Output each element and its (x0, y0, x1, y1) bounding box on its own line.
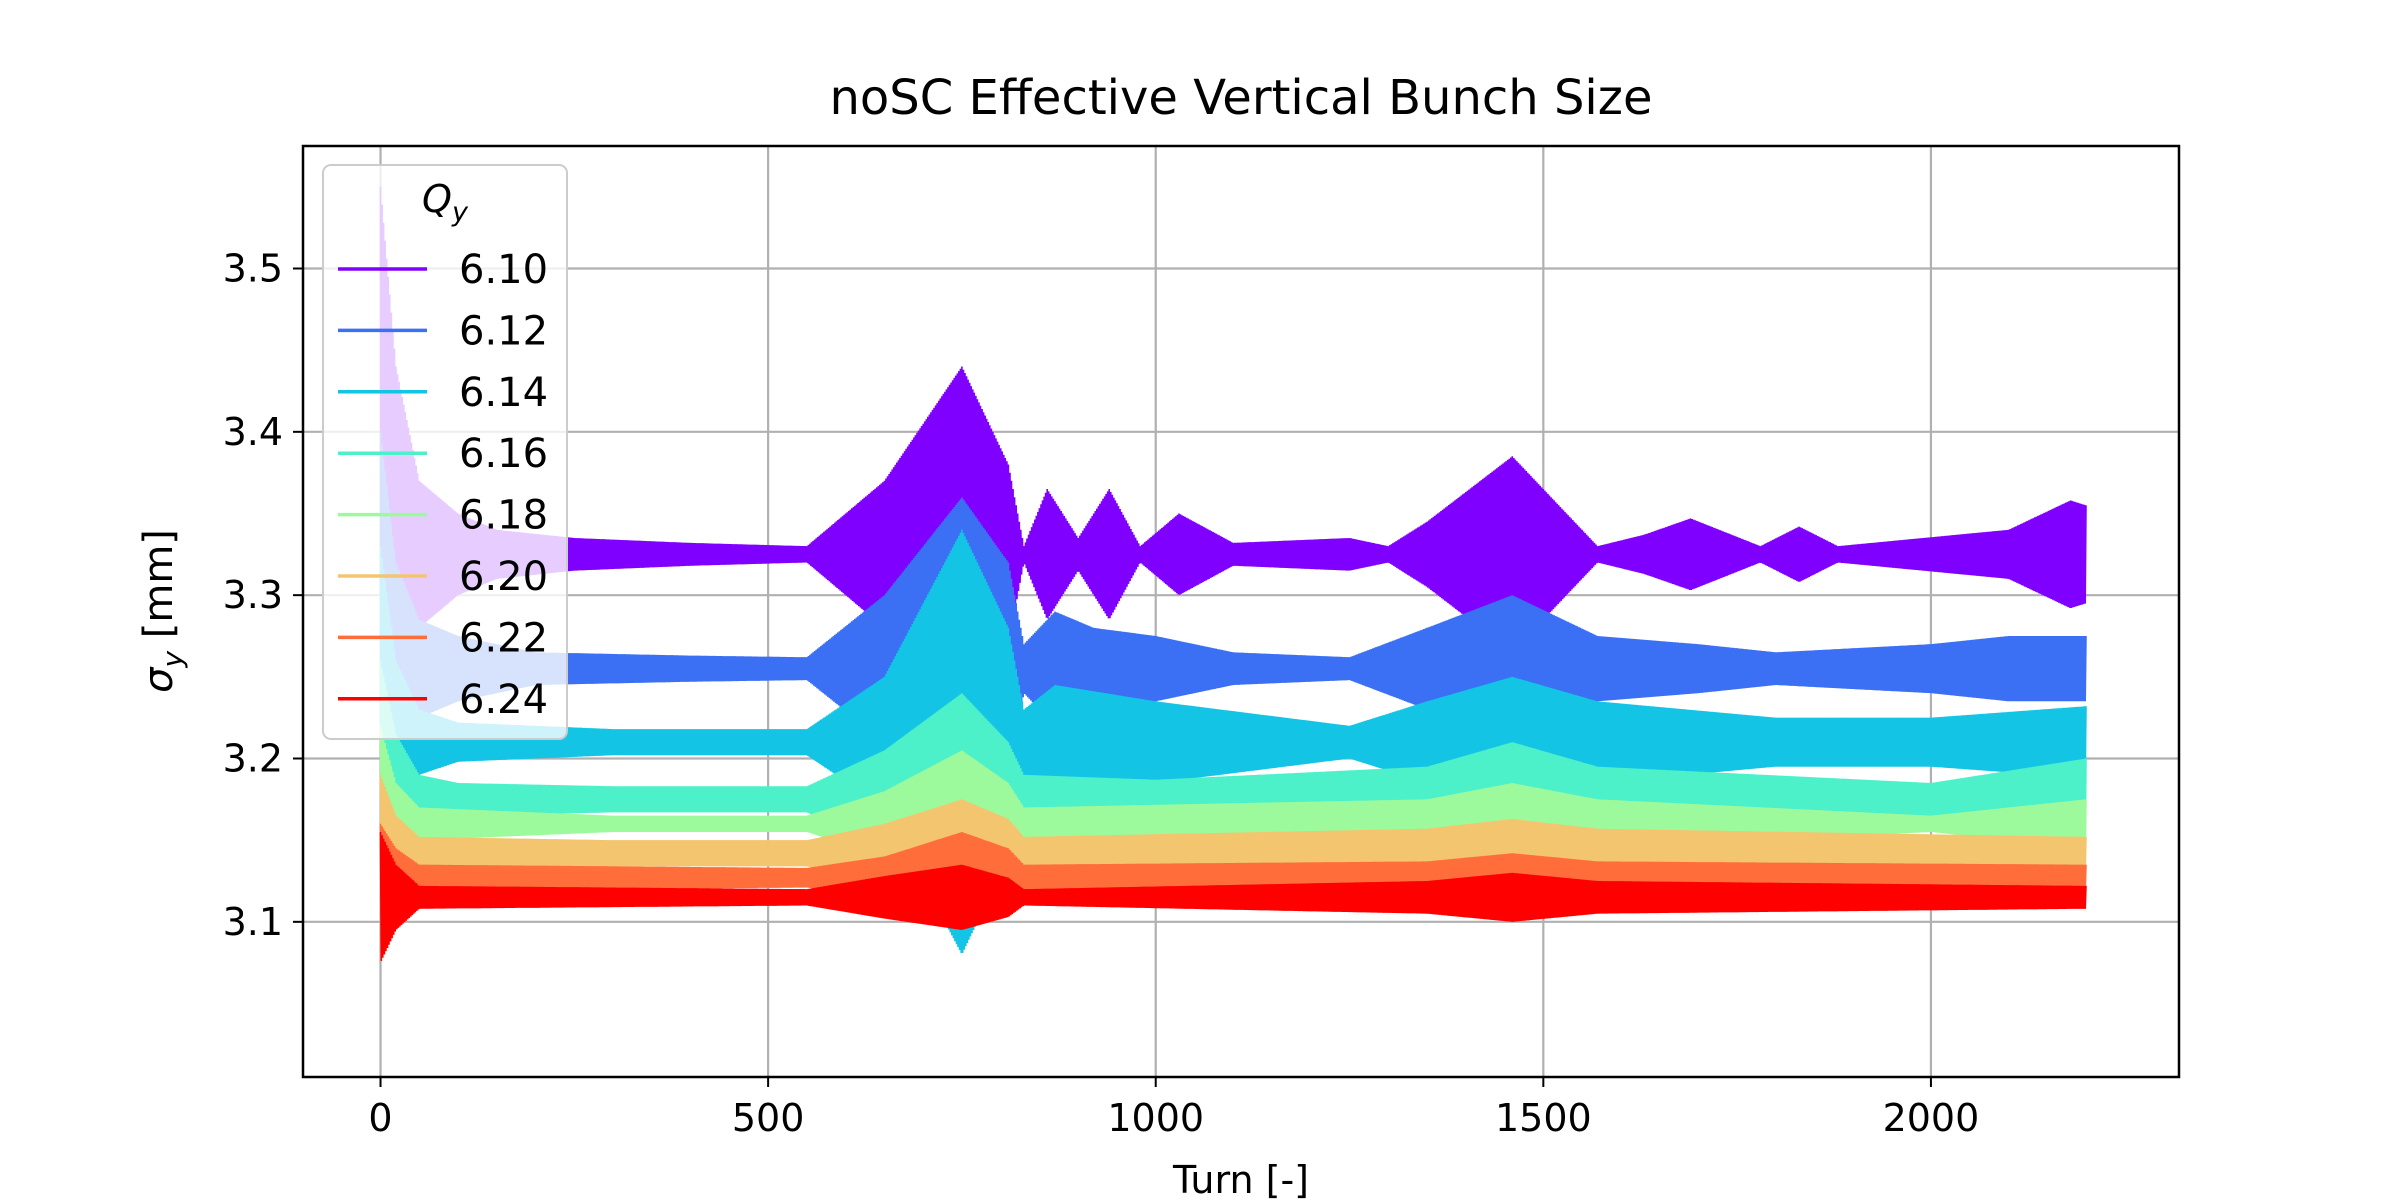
chart-title: noSC Effective Vertical Bunch Size (829, 70, 1652, 126)
y-axis-label: σy [mm] (136, 529, 189, 693)
legend-items: 6.10 6.12 6.14 6.16 6.18 6.20 6.22 6.24 (338, 247, 548, 723)
x-tick-label: 2000 (1883, 1096, 1980, 1140)
x-axis-label: Turn [-] (1172, 1158, 1309, 1200)
plot-frame (301, 144, 2181, 1079)
y-tick-label: 3.3 (223, 573, 283, 617)
series-line-6-10 (379, 186, 2087, 913)
series-line-6-18 (379, 725, 2087, 920)
series-line-6-14 (379, 529, 2087, 954)
series-line-6-16 (379, 660, 2087, 935)
legend-label: 6.10 (459, 247, 548, 293)
x-tick-label: 1500 (1495, 1096, 1592, 1140)
legend-label: 6.14 (459, 370, 548, 416)
y-tick-label: 3.2 (223, 737, 283, 781)
y-axis-ticks: 3.1 3.2 3.3 3.4 3.5 (223, 247, 303, 944)
legend-label: 6.12 (459, 308, 548, 354)
x-axis-ticks: 0 500 1000 1500 2000 (368, 1077, 1979, 1140)
series-line-6-22 (379, 823, 2087, 931)
y-tick-label: 3.4 (223, 410, 283, 454)
legend-box (322, 164, 568, 740)
legend-label: 6.24 (459, 677, 548, 723)
plot-series (379, 186, 2087, 962)
y-tick-label: 3.5 (223, 247, 283, 291)
series-line-6-20 (379, 774, 2087, 930)
y-tick-label: 3.1 (223, 900, 283, 944)
series-line-6-12 (379, 431, 2087, 900)
x-tick-label: 0 (368, 1096, 392, 1140)
legend-label: 6.22 (459, 615, 548, 661)
series-line-6-24 (379, 831, 2087, 962)
legend-title: Qy (422, 177, 469, 228)
legend: Qy 6.10 6.12 6.14 6.16 6.18 6.20 6.22 6.24 (322, 164, 568, 740)
legend-label: 6.16 (459, 431, 548, 477)
legend-label: 6.20 (459, 554, 548, 600)
x-tick-label: 1000 (1107, 1096, 1204, 1140)
legend-label: 6.18 (459, 493, 548, 539)
x-tick-label: 500 (732, 1096, 805, 1140)
